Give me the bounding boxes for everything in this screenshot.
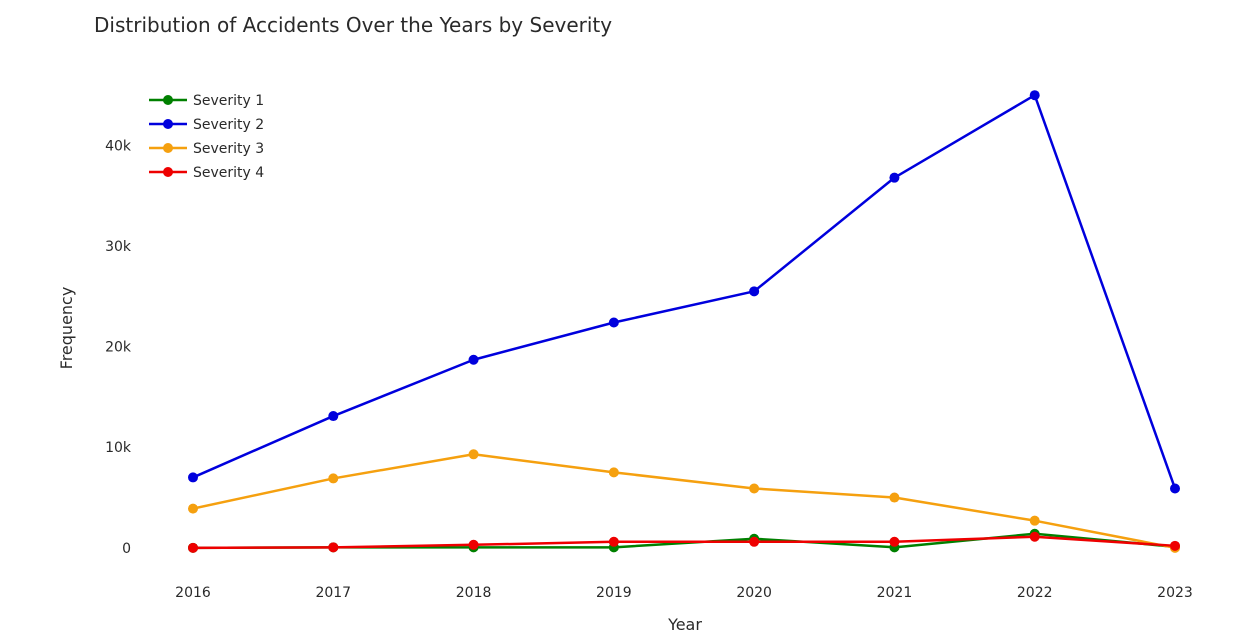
data-point[interactable] (1029, 531, 1040, 542)
series-line (192, 453, 1176, 550)
data-point[interactable] (749, 536, 760, 547)
legend-swatch-marker (163, 143, 173, 153)
x-tick-label: 2022 (1017, 585, 1053, 601)
chart-title: Distribution of Accidents Over the Years… (94, 13, 612, 37)
x-tick-label: 2016 (175, 585, 211, 601)
data-point[interactable] (608, 536, 619, 547)
data-point[interactable] (1170, 540, 1180, 551)
data-point[interactable] (749, 286, 760, 297)
x-axis-label: Year (667, 615, 702, 634)
data-point[interactable] (328, 411, 339, 422)
legend-item-severity-3[interactable]: Severity 3 (149, 141, 264, 157)
data-point[interactable] (188, 503, 198, 514)
legend-item-severity-1[interactable]: Severity 1 (149, 93, 264, 109)
legend-label: Severity 1 (193, 93, 264, 109)
y-axis-label: Frequency (57, 287, 76, 370)
data-point[interactable] (468, 354, 479, 365)
data-point[interactable] (468, 449, 479, 460)
legend-label: Severity 3 (193, 141, 264, 157)
data-point[interactable] (1170, 483, 1180, 494)
data-point[interactable] (889, 536, 900, 547)
y-tick-label: 10k (105, 440, 132, 456)
series-line (192, 93, 1177, 489)
data-point[interactable] (328, 542, 339, 553)
series-severity-2 (188, 90, 1180, 494)
x-axis-ticks: 2016 2017 2018 2019 2020 2021 2022 2023 (175, 585, 1193, 601)
y-tick-label: 0 (122, 541, 131, 557)
x-tick-label: 2018 (456, 585, 492, 601)
legend-swatch-marker (163, 119, 173, 129)
x-tick-label: 2017 (315, 585, 351, 601)
data-point[interactable] (188, 472, 198, 483)
x-tick-label: 2020 (736, 585, 772, 601)
series-severity-4 (188, 531, 1180, 553)
y-tick-label: 40k (105, 138, 132, 154)
legend[interactable]: Severity 1 Severity 2 Severity 3 Severity 4 (149, 93, 264, 181)
data-point[interactable] (328, 473, 339, 484)
data-point[interactable] (608, 467, 619, 478)
legend-swatch-marker (163, 95, 173, 105)
data-point[interactable] (188, 542, 198, 553)
y-axis-ticks: 0 10k 20k 30k 40k (105, 138, 132, 556)
legend-item-severity-2[interactable]: Severity 2 (149, 117, 264, 133)
series-line (192, 535, 1176, 550)
legend-swatch-marker (163, 167, 173, 177)
data-point[interactable] (749, 483, 760, 494)
data-point[interactable] (1029, 515, 1040, 526)
data-point[interactable] (1029, 90, 1040, 101)
y-tick-label: 30k (105, 239, 132, 255)
x-tick-label: 2019 (596, 585, 632, 601)
legend-item-severity-4[interactable]: Severity 4 (149, 165, 264, 181)
series-group (188, 90, 1180, 553)
data-point[interactable] (889, 172, 900, 183)
data-point[interactable] (468, 539, 479, 550)
series-severity-3 (188, 449, 1180, 553)
x-tick-label: 2021 (877, 585, 913, 601)
legend-label: Severity 2 (193, 117, 264, 133)
x-tick-label: 2023 (1157, 585, 1193, 601)
data-point[interactable] (608, 317, 619, 328)
y-tick-label: 20k (105, 340, 132, 356)
legend-label: Severity 4 (193, 165, 264, 181)
data-point[interactable] (889, 492, 900, 503)
